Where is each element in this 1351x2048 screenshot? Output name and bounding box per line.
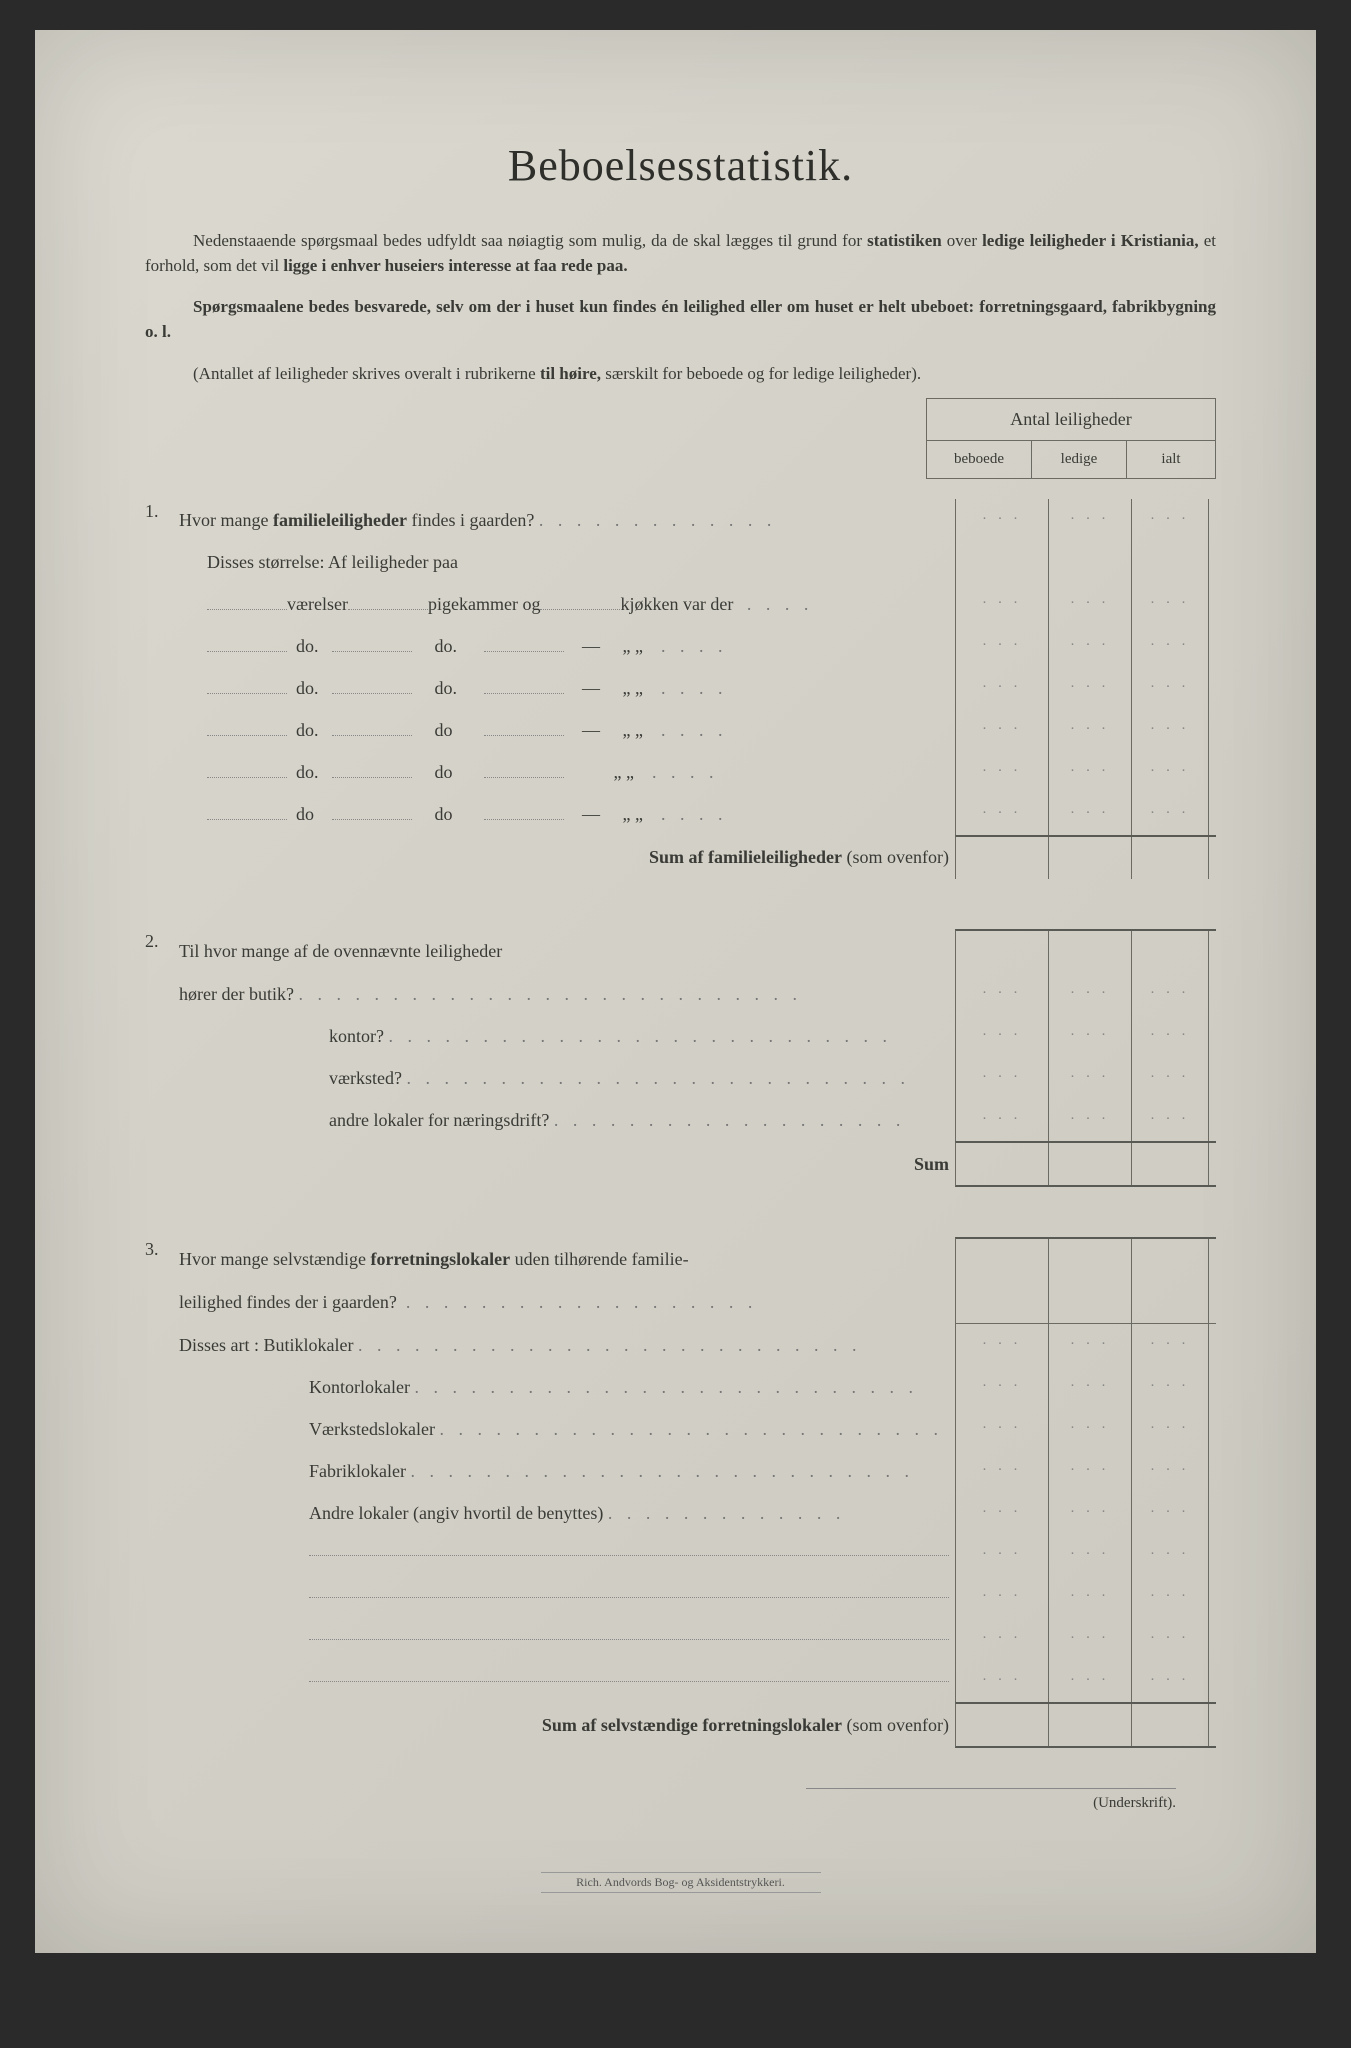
blank[interactable] — [348, 609, 428, 610]
intro-1b: statistiken — [867, 231, 942, 250]
dots: . . . . — [747, 594, 814, 614]
q1-c: findes i gaarden? — [407, 510, 534, 530]
intro-1c: over — [942, 231, 982, 250]
antal-table-wrapper: Antal leiligheder beboede ledige ialt — [926, 398, 1216, 479]
dots: . . . . . . . . . . . . . — [539, 510, 777, 530]
q1-do-row: do. do. — „ „ . . . . — [179, 667, 955, 709]
q2-sum: Sum — [179, 1141, 955, 1187]
question-2: 2. Til hvor mange af de ovennævnte leili… — [145, 929, 1216, 1187]
signature-label: (Underskrift). — [1093, 1795, 1176, 1811]
q3-andre: Andre lokaler (angiv hvortil de benyttes… — [179, 1492, 955, 1534]
intro-1a: Nedenstaaende spørgsmaal bedes udfyldt s… — [193, 231, 867, 250]
blank[interactable] — [540, 609, 620, 610]
blank-row — [179, 1534, 955, 1576]
q1-do-row: do. do. — „ „ . . . . — [179, 625, 955, 667]
blank[interactable] — [207, 609, 287, 610]
q1-do-row: do. do — „ „ . . . . — [179, 709, 955, 751]
antal-table: Antal leiligheder beboede ledige ialt — [926, 398, 1216, 479]
q1-a: Hvor mange — [179, 510, 273, 530]
t: kjøkken var der — [620, 594, 733, 614]
q2-line2: hører der butik? . . . . . . . . . . . .… — [179, 973, 955, 1015]
q3-line1: Hvor mange selvstændige forretningslokal… — [179, 1237, 955, 1281]
printer-credit: Rich. Andvords Bog- og Aksidentstrykkeri… — [541, 1872, 821, 1893]
signature-block: (Underskrift). — [145, 1788, 1216, 1812]
col-ialt: ialt — [1127, 441, 1216, 479]
intro-paragraph-1: Nedenstaaende spørgsmaal bedes udfyldt s… — [145, 229, 1216, 278]
page-title: Beboelsesstatistik. — [145, 140, 1216, 191]
q3-kontor: Kontorlokaler . . . . . . . . . . . . . … — [179, 1366, 955, 1408]
col-beboede: beboede — [927, 441, 1032, 479]
cell: . . . — [956, 499, 1049, 541]
q1-row1: værelser pigekammer og kjøkken var der . .… — [179, 583, 955, 625]
intro-2: Spørgsmaalene bedes besvarede, selv om d… — [145, 297, 1216, 341]
q2-vaerksted: værksted? . . . . . . . . . . . . . . . … — [179, 1057, 955, 1099]
q1-do-row: do. do „ „ . . . . — [179, 751, 955, 793]
intro-paragraph-2: Spørgsmaalene bedes besvarede, selv om d… — [145, 295, 1216, 344]
intro-3c: særskilt for beboede og for ledige leili… — [601, 364, 921, 383]
blank[interactable] — [484, 651, 564, 652]
q2-line1: Til hvor mange af de ovennævnte leilighe… — [179, 929, 955, 973]
question-1: 1. Hvor mange familieleiligheder findes … — [145, 499, 1216, 879]
q2-kontor: kontor? . . . . . . . . . . . . . . . . … — [179, 1015, 955, 1057]
blank[interactable] — [332, 651, 412, 652]
q3-line2: leilighed findes der i gaarden? . . . . … — [179, 1281, 955, 1324]
intro-1d: ledige leiligheder i Kristiania, — [982, 231, 1199, 250]
q3-number: 3. — [145, 1237, 179, 1281]
t: værelser — [287, 594, 348, 614]
q1-b: familieleiligheder — [273, 510, 407, 530]
q1-number: 1. — [145, 499, 179, 541]
q3-fabrik: Fabriklokaler . . . . . . . . . . . . . … — [179, 1450, 955, 1492]
intro-3b: til høire, — [540, 364, 601, 383]
q1-disses: Disses størrelse: Af leiligheder paa — [179, 541, 955, 583]
q1-sum: Sum af familieleiligheder (som ovenfor) — [179, 835, 955, 879]
scan-frame: Beboelsesstatistik. Nedenstaaende spørgs… — [0, 0, 1351, 2048]
blank-row — [179, 1618, 955, 1660]
t: pigekammer og — [428, 594, 540, 614]
q3-vaerk: Værkstedslokaler . . . . . . . . . . . .… — [179, 1408, 955, 1450]
q1-cells: . . . . . . . . . — [955, 499, 1216, 541]
blank-row — [179, 1576, 955, 1618]
question-3: 3. Hvor mange selvstændige forretningslo… — [145, 1237, 1216, 1748]
q3-disses: Disses art : Butiklokaler . . . . . . . … — [179, 1324, 955, 1366]
q1-do-row: do do — „ „ . . . . — [179, 793, 955, 835]
blank[interactable] — [207, 651, 287, 652]
blank-row — [179, 1660, 955, 1702]
col-ledige: ledige — [1032, 441, 1127, 479]
cell: . . . — [1132, 499, 1209, 541]
q1-text: Hvor mange familieleiligheder findes i g… — [179, 499, 955, 541]
q2-andre: andre lokaler for næringsdrift? . . . . … — [179, 1099, 955, 1141]
signature-line[interactable] — [806, 1788, 1176, 1789]
q3-sum: Sum af selvstændige forretningslokaler (… — [179, 1702, 955, 1748]
intro-3a: (Antallet af leiligheder skrives overalt… — [193, 364, 540, 383]
q2-number: 2. — [145, 929, 179, 973]
document-page: Beboelsesstatistik. Nedenstaaende spørgs… — [35, 30, 1316, 1953]
intro-paragraph-3: (Antallet af leiligheder skrives overalt… — [145, 362, 1216, 387]
antal-header: Antal leiligheder — [927, 399, 1216, 441]
intro-1f: ligge i enhver huseiers interesse at faa… — [283, 256, 627, 275]
cell: . . . — [1049, 499, 1132, 541]
